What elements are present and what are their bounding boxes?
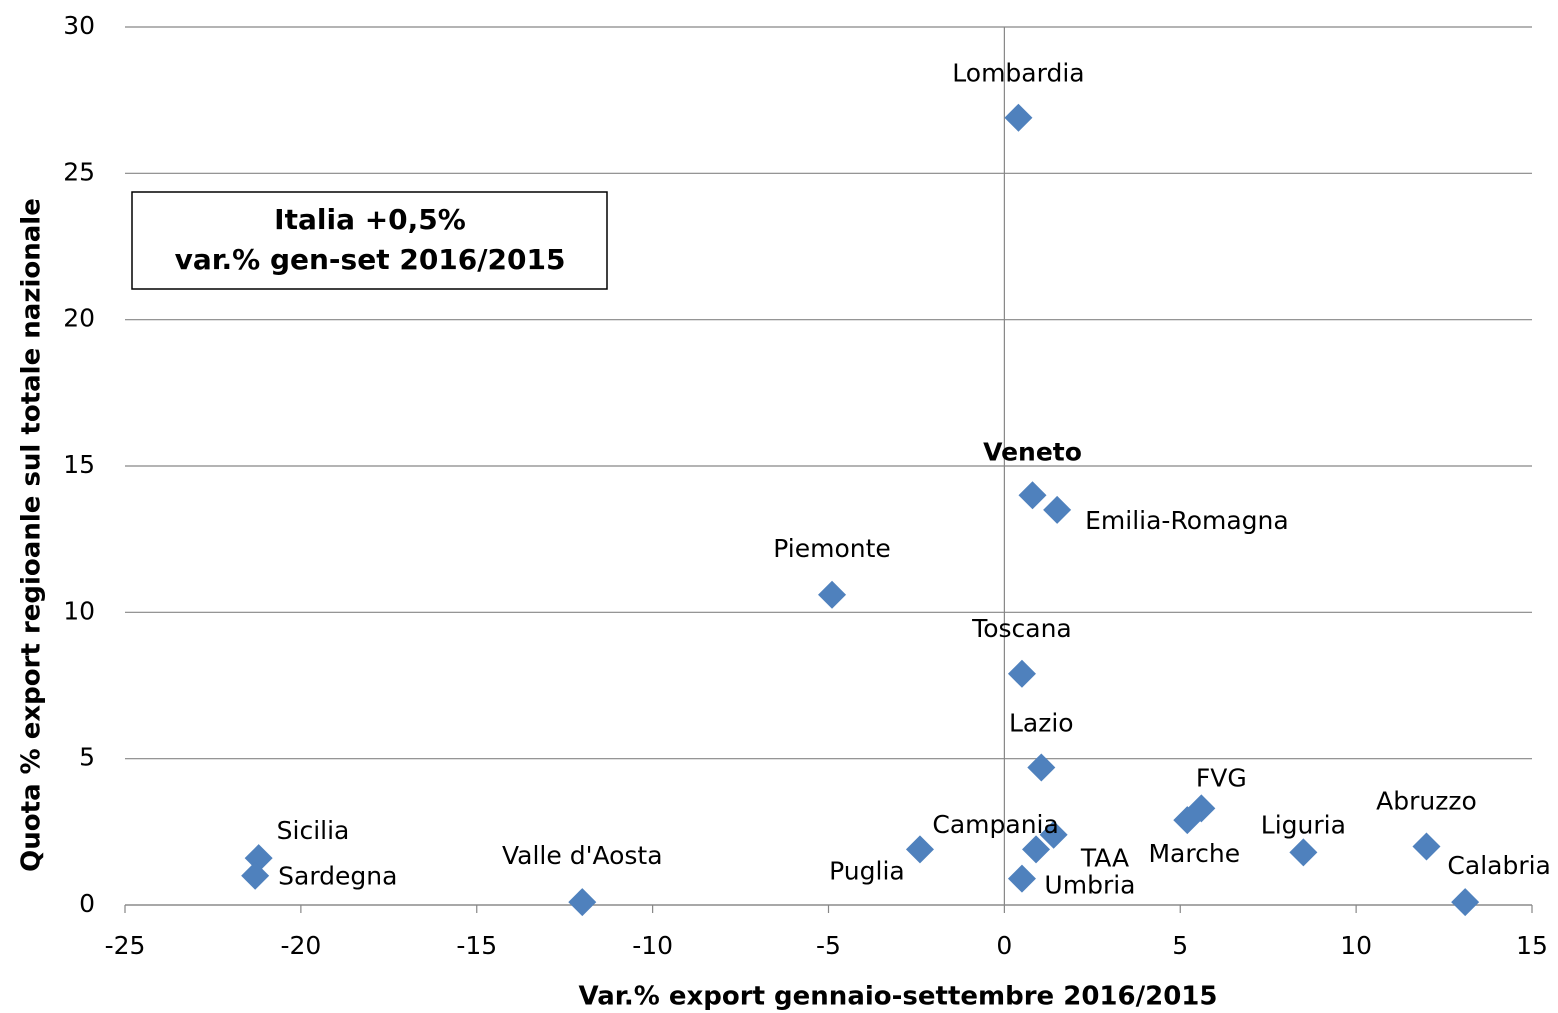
y-axis-title: Quota % export regioanle sul totale nazi…: [17, 198, 47, 872]
point-label: TAA: [1080, 843, 1129, 872]
point-label: Marche: [1148, 839, 1240, 868]
point: [905, 835, 934, 864]
x-tick-label: -20: [280, 931, 321, 960]
point: [1451, 888, 1480, 917]
point: [1173, 806, 1202, 835]
point-label: Veneto: [983, 437, 1082, 466]
y-tick-label: 10: [63, 596, 95, 625]
point-label: Lazio: [1009, 708, 1074, 737]
point: [244, 844, 273, 873]
point: [1039, 820, 1068, 849]
point: [1007, 864, 1036, 893]
y-tick-label: 15: [63, 450, 95, 479]
point-label: Valle d'Aosta: [502, 841, 663, 870]
point-label: Toscana: [971, 614, 1072, 643]
point-label: Abruzzo: [1376, 786, 1477, 815]
point-label: Umbria: [1044, 871, 1135, 900]
x-tick-label: 0: [996, 931, 1012, 960]
annotation: Italia +0,5%: [274, 203, 466, 236]
x-tick-label: -10: [632, 931, 673, 960]
point-label: Sicilia: [277, 816, 350, 845]
point: [1412, 832, 1441, 861]
point-label: Puglia: [829, 856, 905, 885]
point: [1004, 103, 1033, 132]
point: [1007, 659, 1036, 688]
x-tick-label: -25: [105, 931, 146, 960]
point-label: Piemonte: [773, 534, 891, 563]
point: [1289, 838, 1318, 867]
x-tick-label: 10: [1340, 931, 1372, 960]
y-tick-label: 5: [79, 743, 95, 772]
point: [568, 888, 597, 917]
point-label: Sardegna: [278, 862, 397, 891]
y-tick-label: 20: [63, 304, 95, 333]
point: [1043, 495, 1072, 524]
annotation: var.% gen-set 2016/2015: [175, 243, 566, 276]
point: [818, 580, 847, 609]
point-label: Lombardia: [952, 59, 1084, 88]
x-tick-label: 5: [1172, 931, 1188, 960]
point: [1022, 835, 1051, 864]
point: [1018, 481, 1047, 510]
y-tick-label: 0: [79, 889, 95, 918]
x-tick-label: -15: [456, 931, 497, 960]
point: [1027, 753, 1056, 782]
x-axis-title: Var.% export gennaio-settembre 2016/2015: [579, 982, 1218, 1012]
point-label: Calabria: [1447, 851, 1550, 880]
point-label: Emilia-Romagna: [1085, 506, 1289, 535]
x-tick-label: 15: [1516, 931, 1548, 960]
x-tick-label: -5: [816, 931, 841, 960]
point-label: FVG: [1196, 763, 1247, 792]
y-tick-label: 25: [63, 157, 95, 186]
point-label: Campania: [932, 810, 1058, 839]
y-tick-label: 30: [63, 11, 95, 40]
annotation-box: [131, 191, 608, 290]
point-label: Liguria: [1261, 810, 1346, 839]
point: [241, 861, 270, 890]
